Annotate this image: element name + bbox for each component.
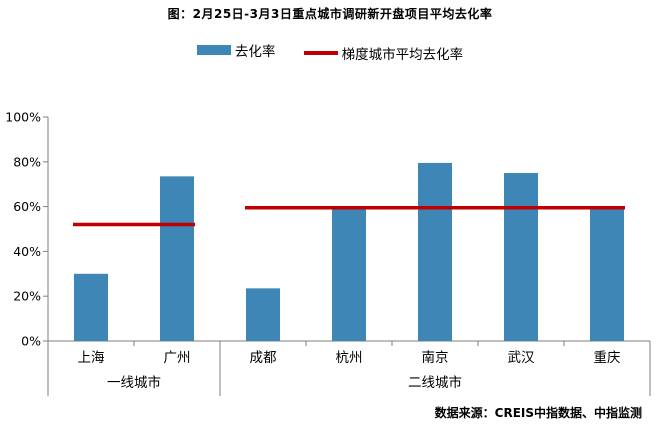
x-category-label: 南京	[422, 350, 449, 366]
legend-item-bar: 去化率	[196, 40, 276, 60]
legend-bar-swatch	[196, 45, 231, 55]
x-category-label: 上海	[78, 350, 105, 366]
y-tick-label: 20%	[13, 289, 41, 304]
y-tick-label: 40%	[13, 244, 41, 259]
y-tick-label: 100%	[5, 110, 41, 125]
chart-title: 图：2月25日-3月3日重点城市调研新开盘项目平均去化率	[167, 7, 493, 21]
chart-legend: 去化率 梯度城市平均去化率	[0, 40, 660, 63]
bar	[418, 162, 452, 341]
y-tick-label: 80%	[13, 154, 41, 169]
x-category-label: 重庆	[594, 350, 621, 366]
bar	[590, 207, 624, 341]
bar	[74, 273, 108, 341]
chart-source: 数据来源：CREIS中指数据、中指监测	[434, 406, 642, 420]
legend-item-line: 梯度城市平均去化率	[303, 43, 464, 63]
x-category-label: 广州	[164, 350, 191, 366]
bar	[160, 176, 194, 341]
x-group-label: 二线城市	[408, 374, 462, 391]
legend-line-label: 梯度城市平均去化率	[341, 47, 464, 63]
x-category-label: 杭州	[336, 350, 363, 366]
y-tick-label: 60%	[13, 199, 41, 214]
bar	[332, 208, 366, 341]
x-group-label: 一线城市	[107, 374, 161, 391]
x-category-label: 成都	[250, 350, 277, 366]
x-category-label: 武汉	[508, 350, 536, 366]
bar	[504, 173, 538, 341]
legend-line-swatch	[303, 51, 338, 55]
y-tick-label: 0%	[21, 334, 41, 349]
bar	[246, 288, 280, 341]
legend-bar-label: 去化率	[234, 44, 276, 60]
